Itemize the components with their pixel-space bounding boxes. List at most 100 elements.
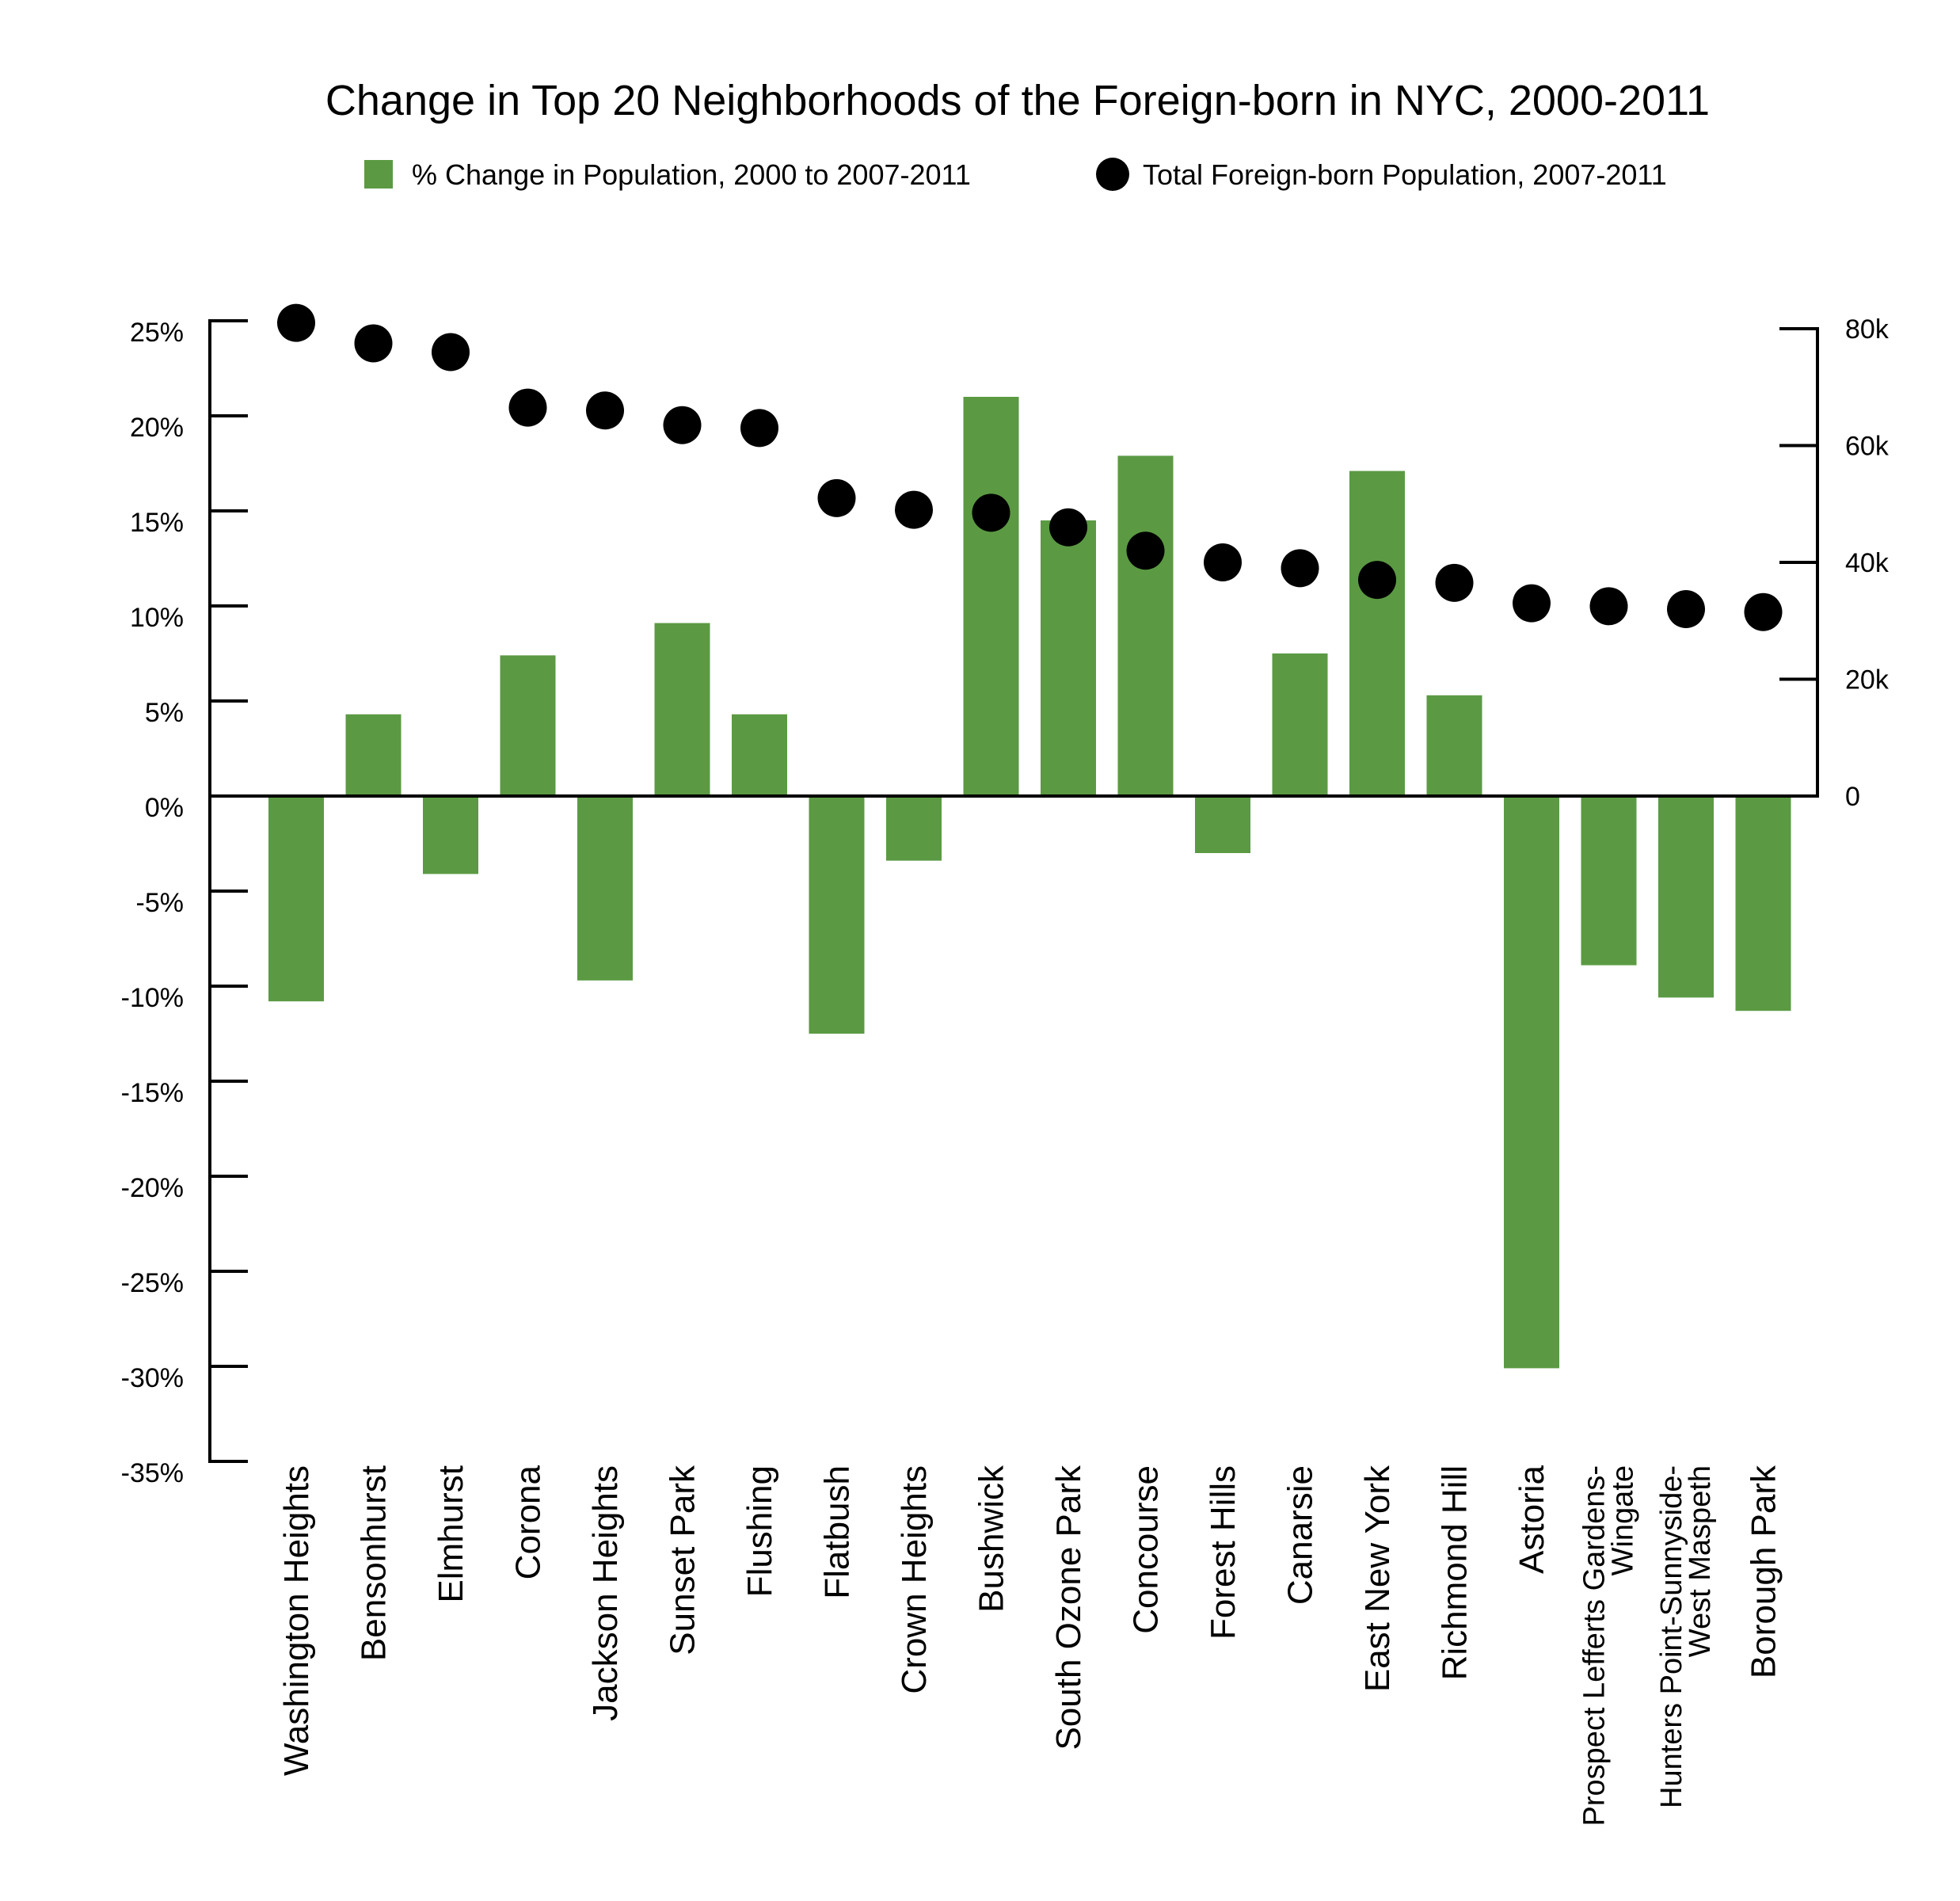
legend-dot-label: Total Foreign-born Population, 2007-2011 <box>1143 158 1667 191</box>
dot <box>740 409 778 448</box>
category-label: Crown Heights <box>895 1465 934 1694</box>
category-label: Borough Park <box>1745 1465 1783 1678</box>
bar <box>1349 470 1405 796</box>
dots <box>277 303 1783 631</box>
bar <box>1272 653 1328 796</box>
category-label-text: Hunters Point-Sunnyside- <box>1655 1465 1688 1808</box>
left-tick-label: 5% <box>145 698 184 728</box>
category-label-text: Richmond Hill <box>1436 1465 1475 1680</box>
category-label: Corona <box>509 1465 548 1579</box>
category-label: Astoria <box>1513 1465 1551 1573</box>
category-label: Flushing <box>740 1465 779 1597</box>
bar <box>809 796 865 1034</box>
category-label: Richmond Hill <box>1436 1465 1475 1680</box>
category-label: Elmhurst <box>432 1465 470 1603</box>
category-label-text: East New York <box>1358 1465 1397 1692</box>
dot <box>277 303 315 342</box>
chart-title: Change in Top 20 Neighborhoods of the Fo… <box>325 77 1710 124</box>
category-label-text: Bushwick <box>972 1465 1011 1613</box>
category-label-text: Bensonhurst <box>355 1465 394 1661</box>
category-label: Prospect Lefferts Gardens-Wingate <box>1578 1465 1640 1827</box>
category-label: Sunset Park <box>664 1465 702 1655</box>
bar <box>423 796 478 874</box>
category-label-text: Corona <box>509 1465 548 1579</box>
left-tick-label: 20% <box>130 413 184 443</box>
category-label-text: South Ozone Park <box>1049 1465 1088 1751</box>
bars <box>268 397 1791 1369</box>
category-label-text: Borough Park <box>1745 1465 1783 1678</box>
category-label-text: West Maspeth <box>1684 1465 1717 1657</box>
category-label: Jackson Heights <box>586 1465 625 1721</box>
category-label: East New York <box>1358 1465 1397 1692</box>
legend-bar-swatch <box>364 160 393 189</box>
dot <box>432 333 470 371</box>
left-tick-label: -35% <box>121 1458 184 1488</box>
dot <box>1204 543 1242 581</box>
category-label: Concourse <box>1127 1465 1166 1634</box>
left-axis: 25% 20% 15% 10% 5% 0% -5% -10% -15% -20% -25% -30% -… <box>121 318 248 1488</box>
bar <box>1195 796 1250 853</box>
dot <box>1281 549 1319 588</box>
dot <box>1667 590 1705 628</box>
left-tick-label: -20% <box>121 1173 184 1203</box>
bar <box>500 655 556 796</box>
right-tick-label: 20k <box>1845 665 1890 695</box>
left-tick-label: 10% <box>130 603 184 633</box>
category-label: Forest Hills <box>1204 1465 1243 1640</box>
left-tick-label: -15% <box>121 1078 184 1108</box>
right-tick-label: 60k <box>1845 432 1890 462</box>
legend: % Change in Population, 2000 to 2007-201… <box>364 158 1667 191</box>
bar <box>1581 796 1637 966</box>
left-tick-label: -5% <box>136 888 184 918</box>
dot <box>586 391 624 430</box>
category-label: Hunters Point-Sunnyside-West Maspeth <box>1655 1465 1717 1808</box>
dot <box>1589 587 1628 626</box>
category-label-text: Astoria <box>1513 1465 1551 1573</box>
bar <box>963 397 1019 796</box>
dot <box>1358 561 1396 600</box>
bar <box>1117 455 1174 796</box>
category-label-text: Sunset Park <box>664 1465 702 1655</box>
right-tick-label: 40k <box>1845 548 1890 578</box>
bar <box>886 796 942 861</box>
category-label-text: Jackson Heights <box>586 1465 625 1721</box>
legend-dot-swatch <box>1096 158 1129 191</box>
left-tick-label: 25% <box>130 318 184 348</box>
bar <box>1658 796 1714 998</box>
dot <box>1126 531 1165 570</box>
bar <box>345 714 402 796</box>
dot <box>663 406 702 444</box>
category-label: Bensonhurst <box>355 1465 394 1661</box>
left-tick-label: -10% <box>121 983 184 1013</box>
category-label-text: Prospect Lefferts Gardens- <box>1578 1465 1612 1827</box>
category-label-text: Canarsie <box>1281 1465 1320 1605</box>
left-tick-label: 0% <box>145 793 184 823</box>
category-labels: Washington Heights Bensonhurst Elmhurst Cor… <box>277 1465 1783 1827</box>
left-tick-label: -30% <box>121 1363 184 1393</box>
category-label-text: Flushing <box>740 1465 779 1597</box>
category-label-text: Wingate <box>1607 1465 1640 1575</box>
right-tick-label: 0 <box>1845 782 1860 812</box>
dot <box>1513 584 1551 623</box>
category-label-text: Washington Heights <box>277 1465 316 1776</box>
dot <box>972 493 1010 532</box>
category-label: Flatbush <box>818 1465 857 1599</box>
category-label-text: Forest Hills <box>1204 1465 1243 1640</box>
category-label: Bushwick <box>972 1465 1011 1613</box>
bar <box>732 714 787 796</box>
dot <box>1744 592 1783 631</box>
category-label-text: Elmhurst <box>432 1465 470 1603</box>
dot <box>895 490 933 529</box>
dot <box>508 388 547 427</box>
left-tick-label: 15% <box>130 508 184 538</box>
dot <box>817 478 856 517</box>
bar <box>1735 796 1791 1011</box>
dot <box>354 324 393 363</box>
bar <box>577 796 633 981</box>
category-label: South Ozone Park <box>1049 1465 1088 1751</box>
category-label-text: Concourse <box>1127 1465 1166 1634</box>
dot <box>1435 563 1474 602</box>
bar <box>1504 796 1559 1369</box>
right-axis: 80k 60k 40k 20k 0 <box>1779 314 1890 812</box>
